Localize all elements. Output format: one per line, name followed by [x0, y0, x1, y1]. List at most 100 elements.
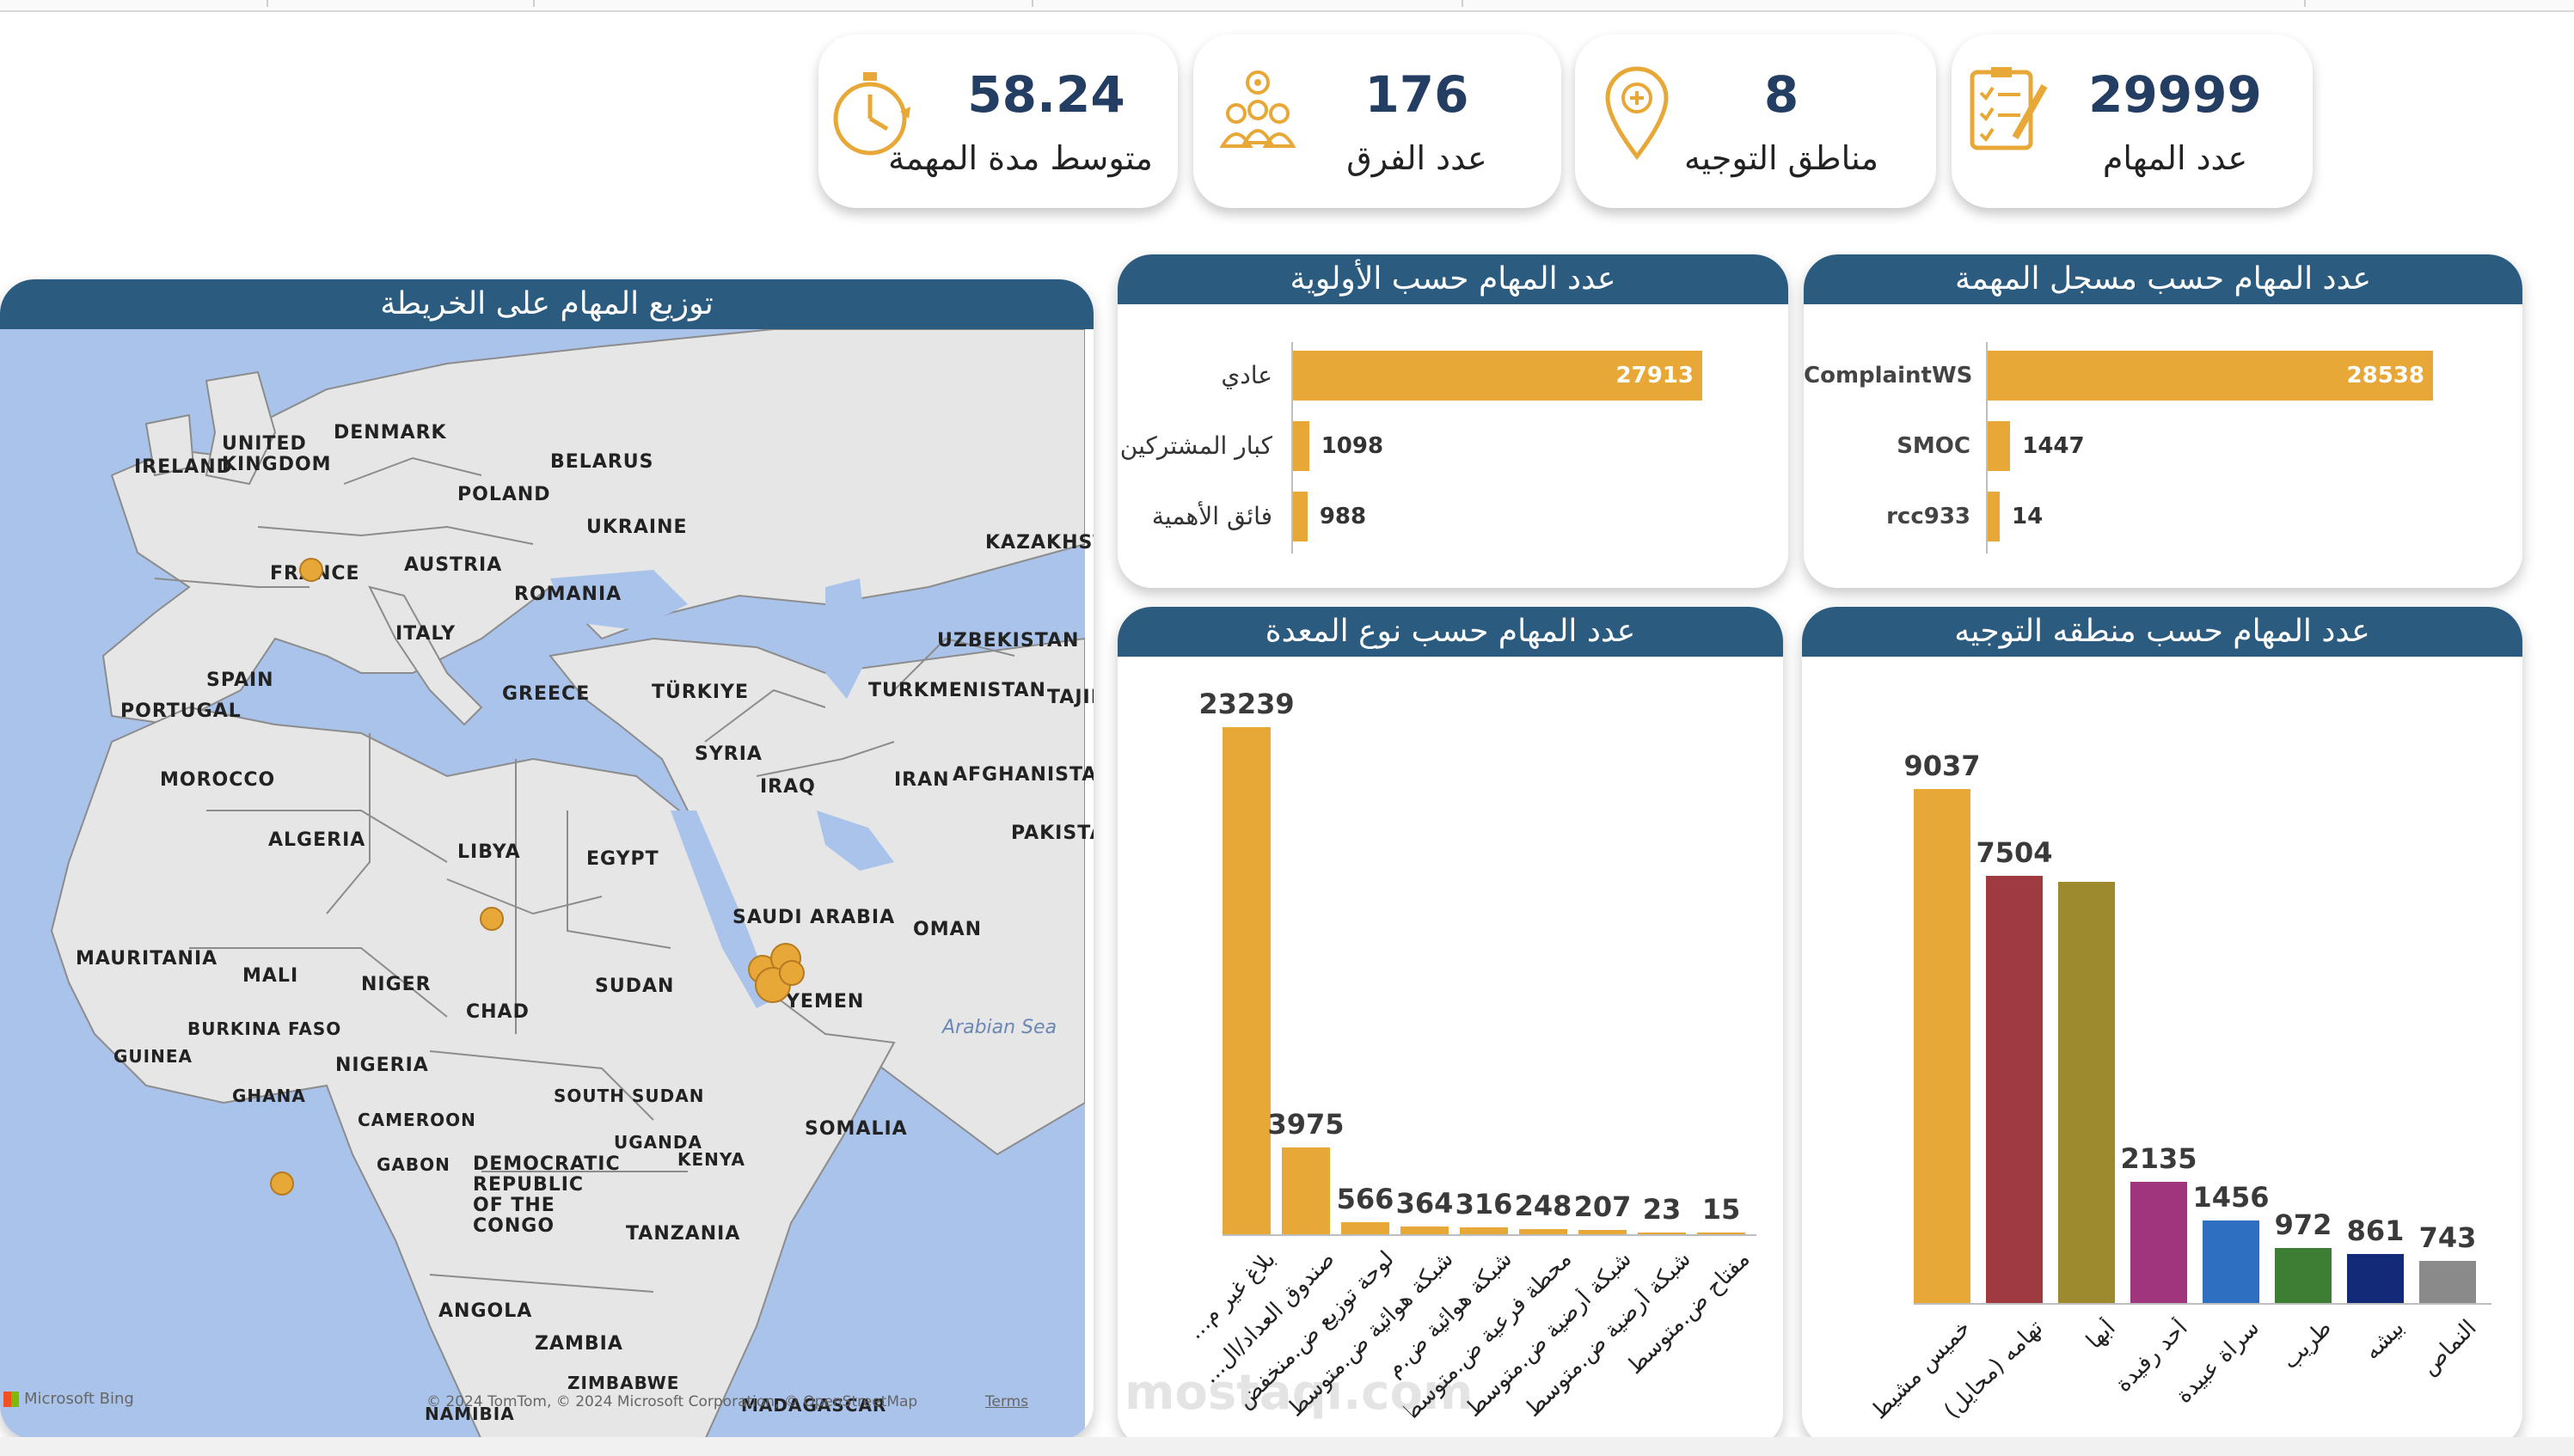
- hbar-value: 27913: [1615, 363, 1694, 388]
- vbar[interactable]: [1400, 1226, 1449, 1234]
- kpi-card-task-count[interactable]: 29999 عدد المهام: [1952, 34, 2313, 208]
- vbar-value: 861: [2346, 1214, 2405, 1248]
- kpi-value: 58.24: [967, 65, 1125, 124]
- map-label: TANZANIA: [626, 1223, 741, 1245]
- vbar[interactable]: [1697, 1233, 1745, 1234]
- map-terms-link[interactable]: Terms: [985, 1393, 1029, 1410]
- hbar-value: 1098: [1321, 433, 1384, 459]
- vbar[interactable]: [1914, 789, 1970, 1303]
- kpi-card-routing-regions[interactable]: 8 مناطق التوجيه: [1575, 34, 1936, 208]
- hbar[interactable]: [1293, 351, 1702, 401]
- map-label: AFGHANISTAN: [953, 764, 1094, 786]
- bing-logo: Microsoft Bing: [3, 1390, 134, 1408]
- bar-label: SMOC: [1897, 433, 1970, 459]
- bar-label: rcc933: [1886, 504, 1970, 529]
- vbar-value: 364: [1395, 1186, 1454, 1220]
- vbar[interactable]: [1638, 1233, 1686, 1234]
- map-label: MADAGASCAR: [741, 1395, 887, 1416]
- map-label: IRELAND: [134, 456, 233, 478]
- map-bubble[interactable]: [779, 960, 805, 986]
- map-view[interactable]: UNITED KINGDOM DENMARK IRELAND BELARUS P…: [0, 328, 1094, 1440]
- vbar-value: 316: [1455, 1187, 1513, 1220]
- vbar[interactable]: [1519, 1228, 1567, 1234]
- vbar[interactable]: [1460, 1227, 1508, 1234]
- map-bubble[interactable]: [299, 558, 323, 582]
- hbar[interactable]: [1293, 492, 1308, 541]
- watermark: mostaqi.com: [1125, 1365, 1474, 1421]
- map-label: ALGERIA: [268, 829, 366, 851]
- equipment-panel[interactable]: عدد المهام حسب نوع المعدة 23239 بلاغ غير …: [1118, 607, 1783, 1447]
- map-label: TAJII: [1047, 687, 1094, 708]
- map-label: NIGER: [361, 974, 432, 995]
- map-panel[interactable]: توزيع المهام على الخريطة: [0, 279, 1094, 1440]
- hbar[interactable]: [1293, 421, 1309, 471]
- top-toolbar-rule: [0, 0, 2574, 12]
- hbar[interactable]: [1988, 492, 2000, 541]
- map-label: IRAQ: [760, 776, 816, 798]
- vbar[interactable]: [1223, 727, 1271, 1234]
- map-label: CHAD: [466, 1001, 530, 1023]
- vbar[interactable]: [1282, 1147, 1330, 1234]
- map-label: GUINEA: [113, 1046, 193, 1067]
- vbar-category: أبها: [2081, 1315, 2121, 1355]
- map-label: SUDAN: [595, 976, 675, 997]
- vbar[interactable]: [2419, 1260, 2476, 1303]
- hbar-value: 988: [1319, 504, 1367, 529]
- hbar[interactable]: [1988, 421, 2011, 471]
- map-label: SAUDI ARABIA: [732, 907, 896, 928]
- map-label: MAURITANIA: [76, 948, 218, 970]
- map-bubble[interactable]: [270, 1172, 294, 1196]
- map-label: KAZAKHST: [985, 532, 1094, 554]
- vbar[interactable]: [2203, 1220, 2259, 1303]
- vbar-value: 248: [1514, 1189, 1572, 1222]
- map-copyright: © 2024 TomTom, © 2024 Microsoft Corporat…: [426, 1393, 918, 1410]
- kpi-label: عدد الفرق: [1346, 139, 1487, 177]
- map-label: NIGERIA: [335, 1055, 429, 1076]
- vbar-category: النماص: [2416, 1315, 2482, 1380]
- vbar[interactable]: [1986, 876, 2043, 1303]
- map-label: UNITED KINGDOM: [222, 433, 332, 475]
- kpi-label: عدد المهام: [2102, 139, 2248, 177]
- kpi-card-team-count[interactable]: 176 عدد الفرق: [1193, 34, 1561, 208]
- map-label: EGYPT: [586, 848, 659, 870]
- map-sea-label: Arabian Sea: [942, 1017, 1057, 1038]
- registrar-panel[interactable]: عدد المهام حسب مسجل المهمة ComplaintWS 2…: [1804, 254, 2522, 588]
- vbar-value: 566: [1336, 1182, 1394, 1215]
- map-label: DENMARK: [334, 422, 447, 444]
- vbar-value: 972: [2274, 1208, 2332, 1241]
- vbar[interactable]: [2275, 1247, 2332, 1303]
- map-label: OMAN: [913, 919, 983, 940]
- map-label: PORTUGAL: [120, 700, 242, 722]
- bar-label: كبار المشتركين: [1119, 431, 1272, 460]
- region-panel[interactable]: عدد المهام حسب منطقه التوجيه 9037 خميس مش…: [1802, 607, 2522, 1447]
- hbar-value: 28538: [2346, 363, 2424, 388]
- map-label: MALI: [242, 965, 299, 987]
- vbar[interactable]: [2130, 1181, 2187, 1303]
- vbar[interactable]: [1341, 1221, 1389, 1234]
- map-label: TÜRKIYE: [652, 682, 750, 703]
- vbar-value: 743: [2418, 1220, 2477, 1254]
- team-gear-icon: [1210, 60, 1305, 163]
- region-chart: 9037 خميس مشيط 7504 تهامه (محايل) أبها 2135 أح…: [1802, 607, 2522, 1447]
- priority-panel-title: عدد المهام حسب الأولوية: [1118, 254, 1788, 304]
- hbar[interactable]: [1988, 351, 2433, 401]
- map-basemap: [0, 328, 1086, 1440]
- hbar-value: 14: [2012, 504, 2044, 529]
- stopwatch-icon: [827, 60, 922, 163]
- map-label: BURKINA FASO: [187, 1019, 342, 1039]
- map-label: GREECE: [502, 683, 591, 705]
- kpi-value: 176: [1364, 65, 1469, 124]
- priority-panel[interactable]: عدد المهام حسب الأولوية عادي 27913 كبار …: [1118, 254, 1788, 588]
- vbar[interactable]: [2058, 882, 2115, 1303]
- vbar-value: 7504: [1976, 836, 2053, 870]
- kpi-card-avg-duration[interactable]: 58.24 متوسط مدة المهمة: [818, 34, 1178, 208]
- map-bubble[interactable]: [480, 907, 504, 931]
- bar-label: ComplaintWS: [1804, 363, 1973, 388]
- map-label: POLAND: [457, 484, 551, 505]
- vbar-value: 3975: [1267, 1108, 1345, 1141]
- registrar-panel-title: عدد المهام حسب مسجل المهمة: [1804, 254, 2522, 304]
- vbar[interactable]: [2347, 1254, 2404, 1303]
- map-label: BELARUS: [550, 451, 654, 473]
- vbar[interactable]: [1578, 1229, 1627, 1234]
- map-label: DEMOCRATIC REPUBLIC OF THE CONGO: [473, 1153, 621, 1237]
